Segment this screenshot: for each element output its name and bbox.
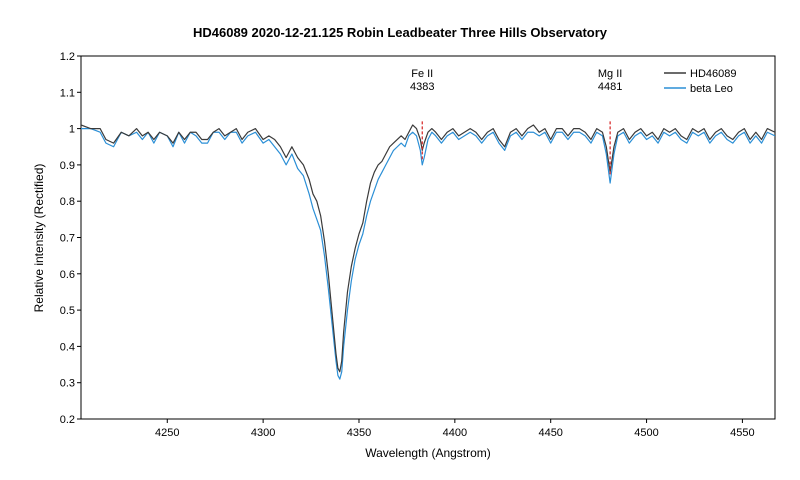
x-axis: 4250 4300 4350 4400 4450 4500 4550 [155,419,755,439]
x-tick-label: 4550 [730,427,754,439]
y-tick-label: 1.1 [60,87,75,99]
y-axis: 0.2 0.3 0.4 0.5 0.6 0.7 0.8 0.9 1 1.1 1.2 [60,51,81,426]
x-tick-label: 4250 [155,427,179,439]
y-tick-label: 0.6 [60,269,75,281]
y-tick-label: 0.2 [60,414,75,426]
annotation-label: Fe II [411,68,433,80]
legend-label: beta Leo [690,83,733,95]
x-tick-label: 4500 [634,427,658,439]
annotation-label: Mg II [598,68,622,80]
x-tick-label: 4400 [443,427,467,439]
legend-label: HD46089 [690,68,736,80]
y-tick-label: 0.8 [60,196,75,208]
plot-frame [80,55,776,420]
y-tick-label: 0.9 [60,160,75,172]
y-tick-label: 1 [69,124,75,136]
x-tick-label: 4350 [347,427,371,439]
chart-title: HD46089 2020-12-21.125 Robin Leadbeater … [193,25,608,40]
series-line-hd46089 [81,124,775,373]
y-axis-label: Relative intensity (Rectified) [32,164,46,313]
x-axis-label: Wavelength (Angstrom) [365,446,491,460]
annotation-wavelength: 4383 [410,81,434,93]
legend: HD46089 beta Leo [664,68,736,95]
y-tick-label: 1.2 [60,51,75,63]
x-tick-label: 4450 [538,427,562,439]
y-tick-label: 0.3 [60,378,75,390]
y-tick-label: 0.4 [60,341,75,353]
plot-area [80,55,776,420]
y-tick-label: 0.5 [60,305,75,317]
series-line-beta-leo [81,128,775,380]
y-tick-label: 0.7 [60,233,75,245]
x-tick-label: 4300 [251,427,275,439]
annotation-wavelength: 4481 [598,81,622,93]
